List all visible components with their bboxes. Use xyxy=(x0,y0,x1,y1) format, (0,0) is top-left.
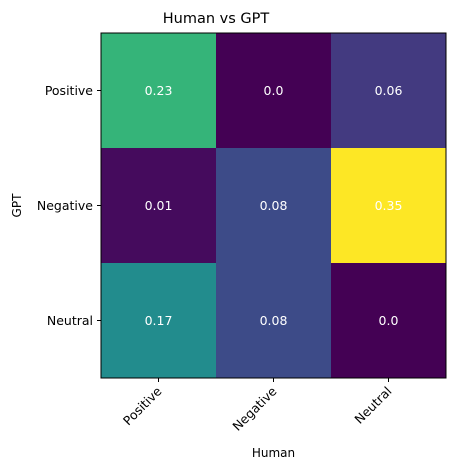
heatmap-cell-label: 0.17 xyxy=(145,313,173,328)
x-tick-label: Neutral xyxy=(351,384,394,427)
heatmap-cell xyxy=(101,148,217,264)
heatmap-cell xyxy=(216,33,332,149)
heatmap-cell xyxy=(331,148,447,264)
heatmap-cell xyxy=(216,263,332,379)
heatmap-cell-labels: 0.23 0.0 0.06 0.01 0.08 0.35 0.17 0.08 0.0 xyxy=(145,83,403,328)
x-tick-label: Negative xyxy=(229,383,279,433)
heatmap-cell-label: 0.0 xyxy=(379,313,399,328)
heatmap-cell xyxy=(216,148,332,264)
heatmap-cell-label: 0.0 xyxy=(264,83,284,98)
heatmap-cell-label: 0.35 xyxy=(375,198,403,213)
heatmap-cell xyxy=(101,33,217,149)
chart-title: Human vs GPT xyxy=(163,11,270,27)
y-tick-label: Neutral xyxy=(47,313,93,328)
heatmap-cell-label: 0.23 xyxy=(145,83,173,98)
y-tick-label: Positive xyxy=(45,83,93,98)
y-axis-ticks: Positive Negative Neutral xyxy=(37,83,101,328)
heatmap-cell-label: 0.08 xyxy=(260,198,288,213)
x-tick-label: Positive xyxy=(120,383,165,428)
x-axis-ticks: Positive Negative Neutral xyxy=(120,378,395,434)
heatmap-cell-label: 0.01 xyxy=(145,198,173,213)
heatmap-cells xyxy=(101,33,447,379)
heatmap-cell-label: 0.06 xyxy=(375,83,403,98)
x-axis-label: Human xyxy=(252,446,295,460)
heatmap-cell xyxy=(101,263,217,379)
y-axis-label: GPT xyxy=(10,193,24,218)
heatmap-cell-label: 0.08 xyxy=(260,313,288,328)
y-tick-label: Negative xyxy=(37,198,93,213)
heatmap-cell xyxy=(331,33,447,149)
heatmap-cell xyxy=(331,263,447,379)
